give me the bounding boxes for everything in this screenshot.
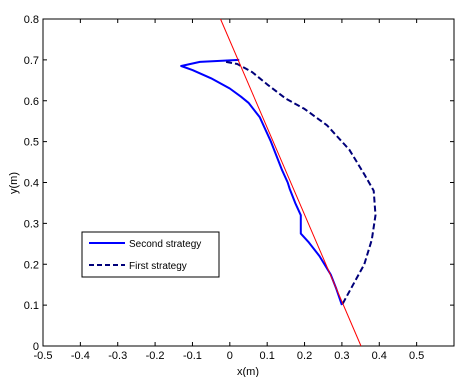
y-tick-label: 0.8 (24, 14, 39, 26)
x-tick-label: -0.4 (71, 350, 90, 362)
x-tick-label: -0.3 (108, 350, 127, 362)
x-tick-label: 0.5 (409, 350, 424, 362)
x-tick-label: 0.1 (260, 350, 275, 362)
y-tick-label: 0.2 (24, 259, 39, 271)
y-tick-label: 0.3 (24, 218, 39, 230)
legend: Second strategy First strategy (81, 231, 220, 278)
x-axis-label: x(m) (237, 366, 259, 377)
x-tick-label: -0.1 (183, 350, 202, 362)
plot-area (42, 18, 455, 347)
legend-box (81, 231, 220, 278)
legend-label-first-strategy: First strategy (129, 261, 187, 272)
tick-group: -0.5 -0.4 -0.3 -0.2 -0.1 0 0.1 0.2 0.3 0.4 0.5 0 0.1… (24, 14, 454, 362)
series-first-strategy (225, 60, 377, 306)
y-tick-label: 0.6 (24, 96, 39, 108)
y-tick-label: 0.4 (24, 178, 39, 190)
y-tick-label: 0.1 (24, 300, 39, 312)
x-tick-label: -0.5 (34, 350, 53, 362)
legend-label-second-strategy: Second strategy (129, 239, 201, 250)
series-layer (180, 18, 377, 347)
y-tick-label: 0 (33, 341, 39, 353)
x-tick-label: 0.3 (334, 350, 349, 362)
y-tick-label: 0.7 (24, 55, 39, 67)
series-second-strategy (180, 58, 343, 306)
y-axis-label: y(m) (8, 172, 20, 194)
series-fitted-line (220, 18, 362, 347)
x-tick-label: 0.2 (297, 350, 312, 362)
x-tick-label: 0.4 (372, 350, 387, 362)
x-tick-label: 0 (227, 350, 233, 362)
y-tick-label: 0.5 (24, 137, 39, 149)
x-tick-label: -0.2 (146, 350, 165, 362)
